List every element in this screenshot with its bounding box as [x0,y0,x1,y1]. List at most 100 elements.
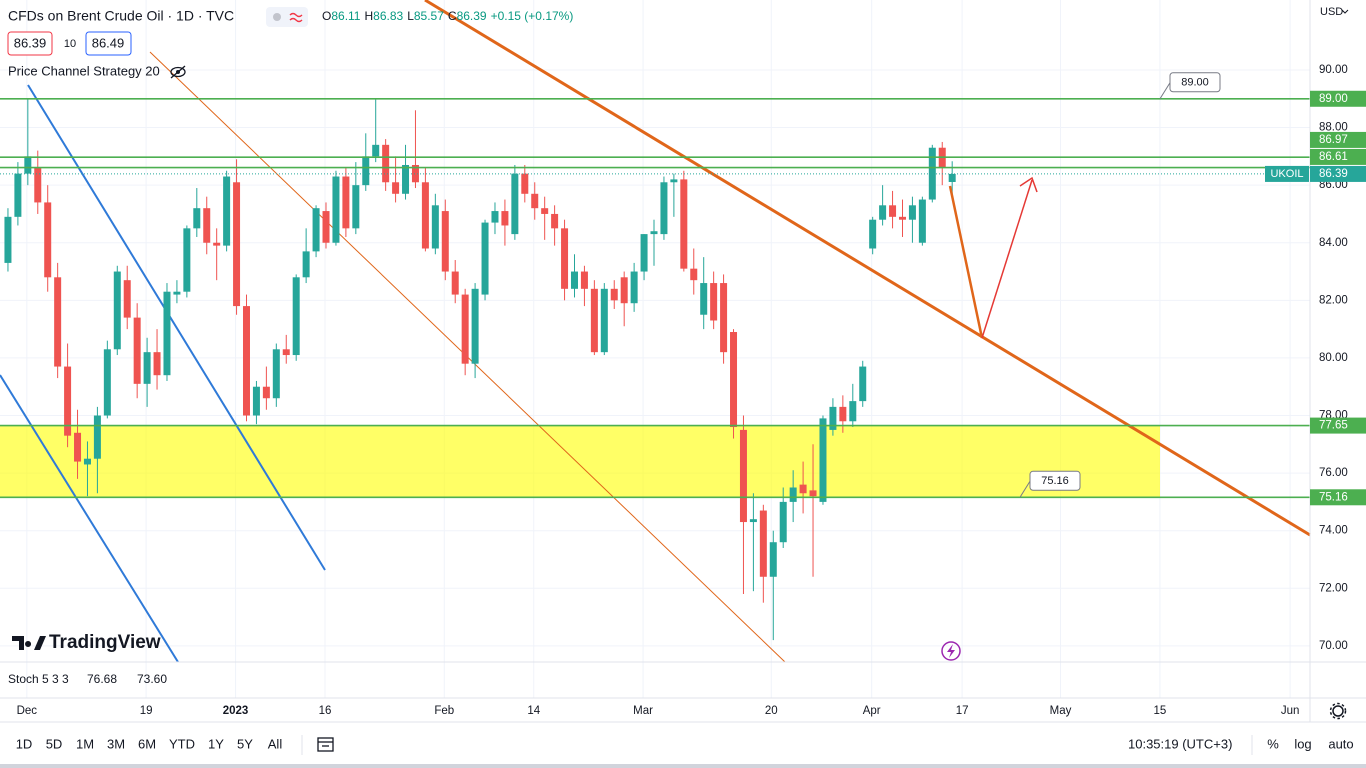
price-tag-label: 89.00 [1319,93,1348,105]
candles [4,98,956,641]
price-tag-label: 77.65 [1319,420,1348,432]
price-tag-label: 86.39 [1319,168,1348,180]
candle-body [501,211,509,226]
price-tag-label: 75.16 [1319,491,1348,503]
calendar-icon[interactable] [317,737,334,752]
candle-body [650,231,658,235]
callout-label: 89.00 [1181,77,1209,89]
candle-body [143,352,151,384]
candle-body [610,288,618,301]
x-tick-label: Mar [633,705,653,717]
range-button[interactable]: YTD [169,736,195,751]
candle-body [233,182,241,307]
percent-toggle[interactable]: % [1267,736,1279,751]
range-button[interactable]: All [268,736,283,751]
candle-body [680,179,688,269]
c-label: C [448,9,457,23]
calendar-frame [317,737,334,752]
candle-body [411,164,419,183]
logo-text: TradingView [49,632,161,653]
candle-body [541,208,549,214]
stoch-k: 76.68 [87,672,117,686]
y-tick-label: 82.00 [1319,294,1348,306]
levels: 89.00 75.16 [0,72,1310,499]
c-value: 86.39 [457,9,487,23]
candle-body [4,216,12,263]
currency[interactable]: USD [1320,6,1343,18]
candle-body [769,542,777,577]
channel-line [27,84,326,571]
candle-body [203,208,211,243]
spread: 10 [64,38,76,50]
change: +0.15 (+0.17%) [491,9,574,23]
hidden-eye-icon[interactable] [170,65,186,79]
candle-body [799,484,807,494]
eye [170,66,186,78]
candle-body [441,211,449,272]
support-zone [0,425,1160,498]
range-button[interactable]: 5D [46,736,63,751]
settings-icon[interactable] [1329,702,1347,720]
price-tag [1310,90,1366,107]
log-toggle[interactable]: log [1294,736,1311,751]
drawings [424,0,1311,661]
x-tick-label: Feb [434,705,454,717]
range-button[interactable]: 5Y [237,736,253,751]
callout-box [1029,470,1081,491]
y-tick-label: 72.00 [1319,582,1348,594]
y-tick-label: 86.00 [1319,179,1348,191]
price-tag [1310,165,1366,182]
candle-body [511,173,519,235]
candle-body [700,283,708,315]
stoch-d: 73.60 [137,672,167,686]
candle-body [382,144,390,183]
candle-body [262,386,270,399]
range-button[interactable]: 6M [138,736,156,751]
candle-body [153,352,161,376]
candle-body [491,211,499,223]
candle-body [312,208,320,252]
candle-body [272,349,280,399]
candle-body [789,487,797,502]
candle-body [471,288,479,364]
status-badge[interactable] [266,7,308,27]
h-label: H [364,9,373,23]
range-button[interactable]: 3M [107,736,125,751]
price-tag-label: 86.61 [1319,151,1348,163]
ohlc-legend: O86.11 H86.83 L85.57 C86.39 +0.15 (+0.17%) [322,9,573,23]
candle-body [630,271,638,304]
gear-teeth [1329,702,1347,720]
candle-body [570,271,578,289]
candle-body [749,519,757,523]
x-tick-label: 17 [956,705,969,717]
range-button[interactable]: 1D [16,736,33,751]
arrow-head [1019,176,1038,193]
symbol-title: CFDs on Brent Crude Oil · 1D · TVC [8,8,234,24]
y-tick-label: 70.00 [1319,640,1348,652]
buy-box[interactable] [85,31,132,56]
candle-body [620,277,628,304]
candle-body [819,418,827,502]
candle-body [54,277,62,367]
candle-body [213,242,221,246]
candle-body [242,306,250,416]
candle-body [421,182,429,249]
event-icon[interactable] [941,641,961,661]
range-button[interactable]: 1M [76,736,94,751]
auto-toggle[interactable]: auto [1328,736,1353,751]
candle-body [302,251,310,278]
candle-body [720,283,728,353]
range-button[interactable]: 1Y [208,736,224,751]
candle-body [123,280,131,318]
candle-body [282,349,290,356]
candle-body [372,144,380,157]
candle-body [710,283,718,321]
sell-box[interactable] [7,31,53,56]
gear-ring [1332,705,1344,717]
candle-body [113,271,121,350]
y-tick-label: 88.00 [1319,122,1348,134]
candle-body [928,147,936,200]
clock: 10:35:19 (UTC+3) [1128,736,1232,751]
status-dot [273,13,281,21]
